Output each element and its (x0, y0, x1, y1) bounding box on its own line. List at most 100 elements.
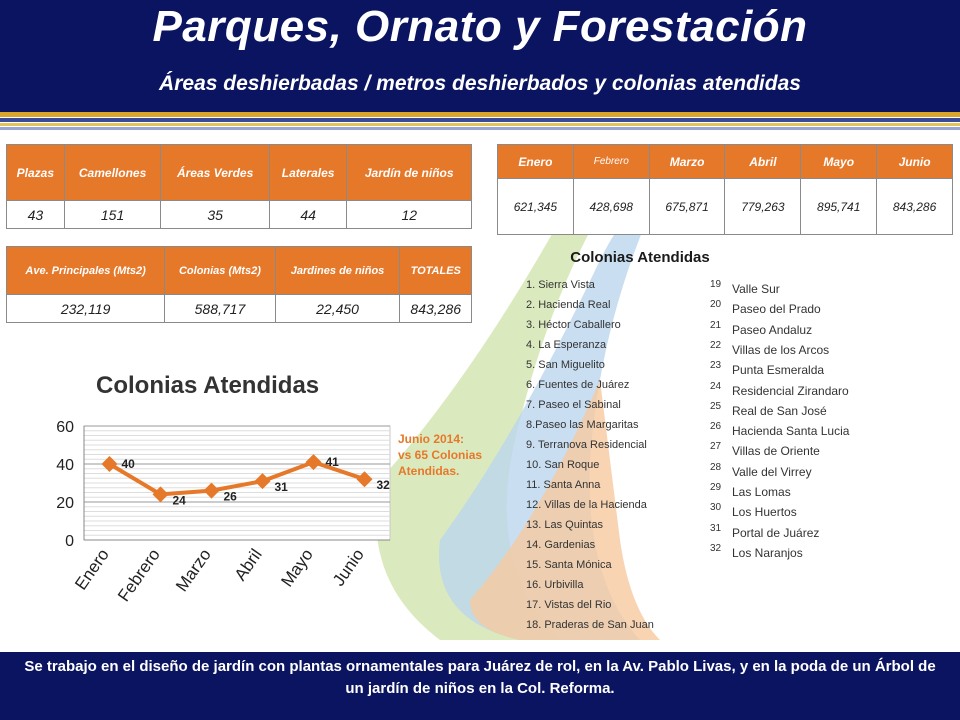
data-label: 24 (173, 493, 187, 507)
list-item: Real de San José (732, 403, 827, 418)
list-item: 18. Praderas de San Juan (526, 619, 654, 631)
list-item: 4. La Esperanza (526, 339, 607, 351)
series-line (108, 460, 366, 497)
table-header: Camellones (63, 144, 162, 201)
table-cell: 428,698 (572, 178, 650, 235)
table-header: Enero (497, 144, 574, 179)
table-header: Jardines de niños (274, 246, 401, 295)
list-item-number: 19 (710, 279, 722, 290)
chart-title: Colonias Atendidas (96, 372, 320, 399)
list-item-number: 24 (710, 380, 722, 392)
areas-table: Plazas Camellones Áreas Verdes Laterales… (6, 144, 472, 229)
footer-text: Se trabajo en el diseño de jardín con pl… (24, 658, 936, 697)
colonias-list-right: 19 Valle Sur 20 Paseo del Prado 21 Paseo Anda… (706, 279, 906, 569)
list-item: Paseo Andaluz (732, 322, 813, 337)
data-point (356, 471, 373, 488)
list-item: Villas de los Arcos (732, 342, 830, 357)
data-label: 32 (377, 478, 391, 492)
table-header: Plazas (6, 144, 65, 201)
list-item: 12. Villas de la Hacienda (526, 499, 647, 511)
list-item: 9. Terranova Residencial (526, 439, 647, 451)
months-table: Enero Febrero Marzo Abril Mayo Junio 621… (497, 144, 953, 235)
list-item-number: 25 (710, 400, 722, 412)
list-item: Villas de Oriente (732, 444, 820, 459)
data-label: 26 (224, 490, 238, 504)
table-cell: 43 (6, 200, 65, 229)
table-header: Áreas Verdes (160, 144, 270, 201)
table-header: Mayo (800, 144, 878, 179)
table-header: Colonias (Mts2) (164, 246, 276, 295)
table-cell: 44 (268, 200, 348, 229)
table-header: Marzo (648, 144, 726, 179)
list-item: 5. San Miguelito (526, 359, 605, 371)
list-item: Hacienda Santa Lucia (732, 424, 850, 439)
note-line: Atendidas. (398, 464, 460, 478)
table-cell: 675,871 (648, 178, 726, 235)
list-item: 1. Sierra Vista (526, 279, 595, 291)
data-label: 31 (275, 480, 289, 494)
header-stripe (0, 127, 960, 130)
data-point (152, 486, 169, 503)
table-cell: 843,286 (399, 294, 472, 323)
data-point (254, 473, 271, 490)
list-item: Residencial Zirandaro (732, 383, 849, 398)
list-item-number: 27 (710, 441, 722, 453)
june-note: Junio 2014: vs 65 Colonias Atendidas. (398, 431, 482, 479)
list-item: 10. San Roque (526, 459, 600, 471)
table-cell: 779,263 (724, 178, 802, 235)
table-header: Abril (724, 144, 802, 179)
data-label: 40 (122, 457, 136, 471)
list-item: 2. Hacienda Real (526, 299, 611, 311)
table-header: Febrero (572, 144, 650, 179)
footer-bar (0, 652, 960, 720)
x-tick-label: Febrero (114, 545, 164, 605)
colonias-list-left: 1. Sierra Vista 2. Hacienda Real 3. Héctor… (526, 279, 706, 639)
list-item-number: 31 (710, 522, 722, 534)
list-item: Los Huertos (732, 505, 797, 520)
list-item-number: 32 (710, 542, 722, 554)
data-label: 41 (326, 455, 340, 469)
table-cell: 35 (160, 200, 270, 229)
list-item: 17. Vistas del Rio (526, 599, 612, 611)
header-stripe (0, 118, 960, 122)
x-tick-label: Marzo (172, 545, 215, 595)
y-tick-label: 20 (56, 495, 74, 512)
list-item: 16. Urbivilla (526, 579, 584, 591)
x-tick-label: Mayo (277, 545, 316, 590)
table-cell: 232,119 (5, 294, 166, 323)
colonias-heading: Colonias Atendidas (570, 249, 710, 266)
table-header: TOTALES (399, 246, 472, 295)
list-item: 7. Paseo el Sabinal (526, 399, 621, 411)
list-item-number: 20 (710, 299, 722, 311)
table-header: Ave. Principales (Mts2) (5, 246, 166, 295)
list-item-number: 30 (710, 502, 722, 514)
table-header: Junio (876, 144, 953, 179)
table-cell: 588,717 (164, 294, 276, 323)
x-tick-label: Junio (329, 545, 368, 589)
header-stripe (0, 112, 960, 117)
table-header: Laterales (268, 144, 348, 201)
list-item: 6. Fuentes de Juárez (526, 379, 630, 391)
list-item: 3. Héctor Caballero (526, 319, 621, 331)
data-point (101, 456, 118, 472)
page-subtitle: Áreas deshierbadas / metros deshierbados… (159, 72, 801, 95)
x-tick-label: Enero (71, 545, 113, 593)
list-item-number: 23 (710, 360, 722, 372)
data-point (203, 482, 220, 499)
table-cell: 843,286 (876, 178, 953, 235)
list-item-number: 28 (710, 461, 722, 473)
list-item-number: 21 (710, 319, 722, 331)
list-item: Valle del Virrey (732, 464, 812, 479)
header-stripe (0, 123, 960, 126)
list-item: Los Naranjos (732, 545, 803, 560)
table-cell: 22,450 (274, 294, 401, 323)
list-item: Las Lomas (732, 485, 791, 499)
list-item: Paseo del Prado (732, 302, 821, 317)
y-tick-label: 0 (65, 533, 74, 550)
page-title: Parques, Ornato y Forestación (152, 2, 808, 51)
y-tick-label: 60 (56, 419, 74, 436)
table-header: Jardín de niños (346, 144, 472, 201)
table-cell: 895,741 (800, 178, 878, 235)
list-item: 8.Paseo las Margaritas (526, 419, 639, 431)
